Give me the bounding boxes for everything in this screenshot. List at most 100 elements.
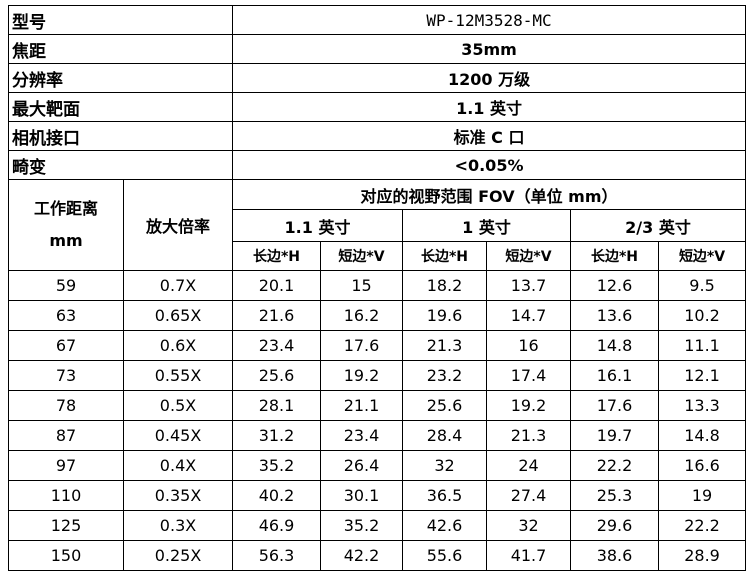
table-cell-text: 78 bbox=[55, 396, 77, 415]
table-cell: 56.3 bbox=[232, 540, 321, 571]
table-cell-text: 23.4 bbox=[343, 426, 380, 445]
table-cell-text: 13.7 bbox=[510, 276, 547, 295]
table-cell-text: 0.6X bbox=[159, 336, 197, 355]
table-cell: 12.1 bbox=[657, 360, 747, 391]
spec-label: 分辨率 bbox=[8, 63, 233, 93]
table-cell-text: 13.6 bbox=[596, 306, 633, 325]
spec-value-text: <0.05% bbox=[454, 155, 524, 175]
table-cell: 28.1 bbox=[232, 390, 321, 421]
table-cell: 13.7 bbox=[486, 270, 571, 301]
table-cell-text: 40.2 bbox=[258, 486, 295, 505]
header-distance-text: 工作距离 bbox=[33, 199, 98, 218]
table-cell-text: 16.6 bbox=[684, 456, 720, 475]
table-cell-text: 63 bbox=[55, 306, 77, 325]
table-row: 分辨率 1200 万级 bbox=[8, 63, 747, 93]
table-cell: 16.1 bbox=[570, 360, 659, 391]
table-cell-text: 28.1 bbox=[258, 396, 295, 415]
table-cell: 0.55X bbox=[123, 360, 233, 391]
table-cell: 22.2 bbox=[657, 510, 747, 541]
table-row: 125 0.3X 46.9 35.2 42.6 32 29.6 22.2 bbox=[8, 510, 747, 541]
table-cell-text: 19 bbox=[691, 486, 713, 505]
table-cell-text: 17.6 bbox=[596, 396, 633, 415]
header-magnification: 放大倍率 bbox=[123, 179, 233, 271]
table-row: 63 0.65X 21.6 16.2 19.6 14.7 13.6 10.2 bbox=[8, 300, 747, 331]
table-cell-text: 18.2 bbox=[426, 276, 463, 295]
table-row: 67 0.6X 23.4 17.6 21.3 16 14.8 11.1 bbox=[8, 330, 747, 361]
table-cell-text: 0.65X bbox=[154, 306, 202, 325]
table-cell-text: 25.6 bbox=[426, 396, 463, 415]
table-cell-text: 0.4X bbox=[159, 456, 197, 475]
table-cell-text: 0.35X bbox=[154, 486, 202, 505]
table-cell-text: 42.2 bbox=[343, 546, 380, 565]
table-cell: 20.1 bbox=[232, 270, 321, 301]
header-sub: 长边*H bbox=[402, 241, 487, 271]
table-cell: 97 bbox=[8, 450, 124, 481]
spec-label-text: 畸变 bbox=[12, 157, 46, 178]
table-cell: 18.2 bbox=[402, 270, 487, 301]
table-cell: 0.4X bbox=[123, 450, 233, 481]
table-cell: 30.1 bbox=[320, 480, 403, 511]
spec-label-text: 相机接口 bbox=[12, 128, 80, 149]
table-cell-text: 16.1 bbox=[596, 366, 633, 385]
header-sub-text: 长边*H bbox=[590, 249, 639, 265]
table-cell: 26.4 bbox=[320, 450, 403, 481]
table-cell: 9.5 bbox=[657, 270, 747, 301]
table-cell-text: 16.2 bbox=[343, 306, 380, 325]
table-cell-text: 35.2 bbox=[343, 516, 380, 535]
table-cell: 0.3X bbox=[123, 510, 233, 541]
spec-value: <0.05% bbox=[231, 150, 747, 180]
spec-label-text: 型号 bbox=[12, 12, 46, 33]
header-size: 2/3 英寸 bbox=[569, 209, 747, 242]
table-cell-text: 38.6 bbox=[596, 546, 633, 565]
table-cell: 36.5 bbox=[402, 480, 487, 511]
table-row: 150 0.25X 56.3 42.2 55.6 41.7 38.6 28.9 bbox=[8, 540, 747, 571]
table-cell-text: 0.45X bbox=[154, 426, 202, 445]
table-cell: 25.6 bbox=[402, 390, 487, 421]
header-fov-text: 对应的视野范围 FOV（单位 mm） bbox=[360, 186, 618, 206]
table-cell-text: 125 bbox=[50, 516, 82, 535]
table-cell: 0.65X bbox=[123, 300, 233, 331]
table-cell: 35.2 bbox=[232, 450, 321, 481]
spec-label-text: 焦距 bbox=[12, 41, 46, 62]
header-sub: 长边*H bbox=[570, 241, 659, 271]
table-cell-text: 97 bbox=[55, 456, 77, 475]
table-cell-text: 9.5 bbox=[689, 276, 715, 295]
header-sub: 短边*V bbox=[486, 241, 571, 271]
table-cell-text: 27.4 bbox=[510, 486, 547, 505]
table-cell: 0.25X bbox=[123, 540, 233, 571]
spec-value-text: 标准 C 口 bbox=[453, 128, 525, 147]
table-cell-text: 26.4 bbox=[343, 456, 380, 475]
table-cell: 40.2 bbox=[232, 480, 321, 511]
header-distance: 工作距离 mm bbox=[8, 179, 124, 271]
header-sub-text: 长边*H bbox=[252, 249, 301, 265]
table-cell: 19.7 bbox=[570, 420, 659, 451]
table-cell-text: 21.6 bbox=[258, 306, 295, 325]
table-cell: 35.2 bbox=[320, 510, 403, 541]
table-cell: 14.7 bbox=[486, 300, 571, 331]
table-cell-text: 12.6 bbox=[596, 276, 633, 295]
table-cell-text: 19.2 bbox=[343, 366, 380, 385]
table-cell-text: 67 bbox=[55, 336, 77, 355]
table-cell: 0.35X bbox=[123, 480, 233, 511]
spec-value-text: WP-12M3528-MC bbox=[426, 10, 552, 30]
table-cell: 59 bbox=[8, 270, 124, 301]
table-cell-text: 46.9 bbox=[258, 516, 295, 535]
table-cell-text: 17.6 bbox=[343, 336, 380, 355]
table-cell: 29.6 bbox=[570, 510, 659, 541]
table-cell-text: 21.3 bbox=[426, 336, 463, 355]
table-cell: 42.2 bbox=[320, 540, 403, 571]
table-cell: 14.8 bbox=[570, 330, 659, 361]
table-cell: 16 bbox=[486, 330, 571, 361]
table-cell: 17.6 bbox=[320, 330, 403, 361]
table-cell-text: 15 bbox=[351, 276, 372, 295]
table-cell: 21.3 bbox=[402, 330, 487, 361]
table-cell-text: 35.2 bbox=[258, 456, 295, 475]
table-row: 工作距离 mm 放大倍率 对应的视野范围 FOV（单位 mm） bbox=[8, 179, 747, 271]
table-cell: 25.3 bbox=[570, 480, 659, 511]
table-row: 110 0.35X 40.2 30.1 36.5 27.4 25.3 19 bbox=[8, 480, 747, 511]
table-row: 73 0.55X 25.6 19.2 23.2 17.4 16.1 12.1 bbox=[8, 360, 747, 391]
table-cell-text: 73 bbox=[55, 366, 77, 385]
spec-label: 相机接口 bbox=[8, 121, 233, 151]
table-cell: 41.7 bbox=[486, 540, 571, 571]
table-cell-text: 55.6 bbox=[426, 546, 463, 565]
